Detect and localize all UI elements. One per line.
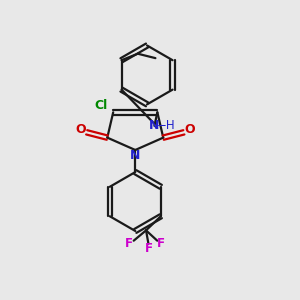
Text: N: N <box>130 149 140 162</box>
Text: F: F <box>144 242 152 255</box>
Text: F: F <box>157 237 165 250</box>
Text: Cl: Cl <box>94 99 107 112</box>
Text: O: O <box>184 124 195 136</box>
Text: F: F <box>125 237 133 250</box>
Text: −H: −H <box>156 119 175 132</box>
Text: O: O <box>76 124 86 136</box>
Text: N: N <box>149 119 160 132</box>
